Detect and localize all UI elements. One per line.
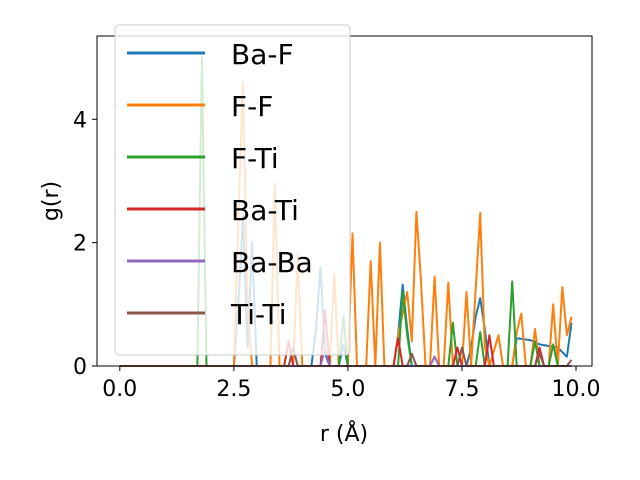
legend-label-ba-ba: Ba-Ba — [231, 246, 313, 279]
y-axis-ticks: 0 2 4 — [73, 108, 97, 380]
legend-entries: Ba-F F-F F-Ti Ba-Ti Ba-Ba Ti-Ti — [127, 38, 313, 331]
legend-label-ti-ti: Ti-Ti — [230, 298, 287, 331]
x-tick-label: 0.0 — [102, 377, 137, 402]
x-axis-ticks: 0.0 2.5 5.0 7.5 10.0 — [102, 366, 601, 402]
x-tick-label: 7.5 — [444, 377, 479, 402]
y-axis-label: g(r) — [39, 181, 64, 221]
y-tick-label: 4 — [73, 108, 87, 133]
chart-legend: Ba-F F-F F-Ti Ba-Ti Ba-Ba Ti-Ti — [114, 24, 351, 356]
legend-label-ba-f: Ba-F — [231, 38, 294, 71]
x-tick-label: 5.0 — [330, 377, 365, 402]
legend-label-f-f: F-F — [231, 90, 273, 123]
legend-box — [114, 24, 351, 356]
legend-label-f-ti: F-Ti — [231, 142, 279, 175]
x-tick-label: 10.0 — [552, 377, 601, 402]
legend-label-ba-ti: Ba-Ti — [231, 194, 299, 227]
x-axis-label: r (Å) — [320, 420, 368, 447]
y-tick-label: 2 — [73, 232, 87, 257]
x-tick-label: 2.5 — [216, 377, 251, 402]
y-tick-label: 0 — [73, 355, 87, 380]
